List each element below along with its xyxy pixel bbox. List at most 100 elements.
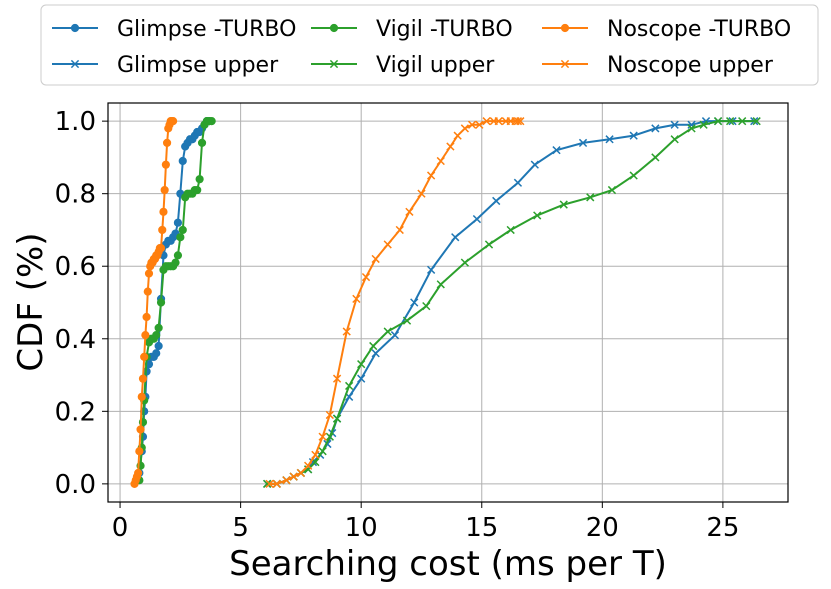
data-point bbox=[332, 414, 342, 423]
series-layer bbox=[130, 117, 761, 488]
data-point bbox=[272, 479, 281, 488]
data-point bbox=[446, 142, 455, 151]
data-point bbox=[460, 258, 470, 267]
legend-label: Noscope -TURBO bbox=[607, 17, 791, 42]
data-point bbox=[629, 131, 638, 140]
data-point bbox=[516, 117, 525, 126]
data-point bbox=[607, 185, 617, 195]
y-tick-label: 0.2 bbox=[55, 397, 96, 427]
data-point bbox=[390, 331, 400, 340]
data-point bbox=[296, 468, 306, 478]
data-point bbox=[195, 175, 204, 184]
data-point bbox=[135, 447, 144, 456]
data-point bbox=[699, 120, 708, 129]
data-point bbox=[506, 225, 515, 235]
legend-item-noscope-upper: Noscope upper bbox=[542, 53, 774, 78]
grid bbox=[108, 103, 788, 502]
data-point bbox=[265, 479, 274, 488]
legend-marker bbox=[70, 59, 80, 69]
data-point bbox=[738, 117, 747, 126]
data-point bbox=[453, 131, 462, 140]
data-point bbox=[345, 381, 354, 391]
x-tick-label: 20 bbox=[586, 513, 619, 543]
data-point bbox=[143, 287, 152, 296]
data-point bbox=[426, 265, 436, 274]
data-point bbox=[472, 214, 482, 224]
series-noscope-upper bbox=[265, 117, 525, 488]
series-noscope-turbo bbox=[130, 117, 178, 488]
legend-item-noscope-turbo: Noscope -TURBO bbox=[542, 17, 791, 42]
data-point bbox=[467, 120, 477, 129]
data-point bbox=[651, 124, 660, 133]
legend-marker bbox=[70, 23, 80, 33]
data-point bbox=[138, 374, 148, 383]
data-point bbox=[178, 225, 187, 235]
data-point bbox=[410, 298, 419, 307]
data-point bbox=[713, 117, 723, 126]
data-point bbox=[342, 327, 351, 336]
data-point bbox=[578, 138, 588, 148]
data-point bbox=[482, 117, 491, 126]
data-point bbox=[169, 117, 178, 126]
legend: Glimpse -TURBO Vigil -TURBO Noscope -TURBO… bbox=[40, 4, 819, 86]
data-point bbox=[530, 160, 539, 169]
data-point bbox=[752, 117, 761, 126]
x-tick-label: 0 bbox=[112, 513, 129, 543]
data-point bbox=[552, 146, 561, 155]
data-point bbox=[263, 479, 272, 488]
data-point bbox=[136, 425, 145, 434]
x-tick-label: 10 bbox=[345, 513, 378, 543]
data-point bbox=[159, 207, 168, 216]
data-point bbox=[141, 331, 150, 340]
data-point bbox=[332, 374, 342, 383]
legend-item-glimpse-turbo: Glimpse -TURBO bbox=[52, 17, 296, 42]
legend-label: Glimpse -TURBO bbox=[117, 17, 296, 42]
data-point bbox=[352, 294, 361, 304]
data-point bbox=[513, 178, 523, 187]
data-point bbox=[142, 312, 151, 322]
data-point bbox=[318, 447, 327, 456]
data-point bbox=[475, 120, 484, 129]
series-line-glimpse-upper bbox=[267, 120, 755, 485]
data-point bbox=[451, 233, 460, 242]
data-point bbox=[318, 432, 327, 441]
data-point bbox=[156, 298, 166, 307]
data-point bbox=[140, 352, 149, 362]
data-point bbox=[173, 251, 183, 260]
data-point bbox=[325, 432, 334, 441]
x-axis-label: Searching cost (ms per T) bbox=[229, 544, 667, 584]
data-point bbox=[629, 171, 638, 180]
legend-label: Glimpse upper bbox=[117, 53, 279, 78]
data-point bbox=[156, 243, 166, 253]
x-tick-label: 25 bbox=[706, 513, 739, 543]
data-point bbox=[484, 240, 494, 249]
x-tick-label: 5 bbox=[232, 513, 249, 543]
legend-label: Vigil upper bbox=[376, 53, 495, 78]
data-point bbox=[687, 124, 696, 133]
data-point bbox=[162, 138, 172, 147]
data-point bbox=[383, 327, 392, 336]
data-point bbox=[193, 185, 202, 195]
data-point bbox=[160, 185, 169, 195]
legend-item-glimpse-upper: Glimpse upper bbox=[52, 53, 279, 78]
legend-label: Noscope upper bbox=[607, 53, 774, 78]
data-point bbox=[586, 193, 595, 202]
data-point bbox=[207, 117, 216, 126]
series-line-noscope-upper bbox=[269, 120, 521, 485]
data-point bbox=[605, 135, 614, 144]
data-point bbox=[176, 233, 185, 242]
legend-marker bbox=[329, 23, 339, 33]
y-tick-label: 0.0 bbox=[55, 470, 96, 500]
series-vigil-upper bbox=[263, 117, 761, 488]
data-point bbox=[494, 117, 503, 126]
series-glimpse-upper bbox=[263, 117, 759, 488]
data-point bbox=[383, 240, 392, 249]
legend-box bbox=[40, 4, 819, 86]
data-point bbox=[402, 316, 412, 325]
y-tick-label: 0.8 bbox=[55, 180, 96, 210]
data-point bbox=[137, 392, 146, 401]
legend-label: Vigil -TURBO bbox=[376, 17, 513, 42]
legend-marker bbox=[329, 59, 339, 69]
data-point bbox=[154, 341, 163, 351]
